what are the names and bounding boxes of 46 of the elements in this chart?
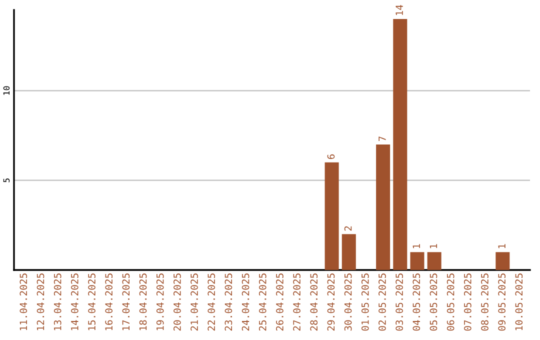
x-tick-label: 30.04.2025: [344, 274, 352, 331]
x-tick-label: 09.05.2025: [498, 274, 506, 331]
x-tick-label: 19.04.2025: [156, 274, 164, 330]
x-tick-label: 14.04.2025: [71, 274, 78, 330]
x-tick-label: 05.05.2025: [430, 274, 438, 331]
x-tick-label: 22.04.2025: [208, 274, 216, 331]
bar: [496, 252, 510, 270]
x-tick-label: 11.04.2025: [20, 274, 28, 330]
x-tick-label: 07.05.2025: [464, 274, 472, 331]
x-tick-label: 15.04.2025: [88, 274, 96, 330]
bar: [427, 252, 442, 270]
x-tick-label: 01.05.2025: [361, 274, 369, 331]
y-tick-label: 5: [3, 178, 10, 182]
x-tick-label: 18.04.2025: [139, 274, 147, 330]
x-tick-label: 25.04.2025: [258, 274, 266, 331]
bar: [376, 144, 390, 270]
x-tick-label: 08.05.2025: [481, 274, 488, 331]
data-label: 1: [498, 244, 506, 248]
x-tick-label: 28.04.2025: [310, 274, 318, 331]
x-tick-label: 23.04.2025: [224, 274, 232, 331]
x-tick-label: 24.04.2025: [242, 274, 250, 331]
x-tick-label: 29.04.2025: [327, 274, 335, 331]
x-tick-label: 27.04.2025: [293, 274, 300, 331]
x-tick-label: 17.04.2025: [122, 274, 130, 330]
data-label: 14: [396, 4, 403, 16]
data-label: 7: [378, 136, 386, 142]
data-label: 2: [344, 226, 352, 231]
data-label: 6: [327, 154, 335, 160]
y-tick-label: 10: [3, 86, 10, 95]
data-label: 1: [412, 244, 420, 248]
x-tick-label: 12.04.2025: [36, 274, 44, 330]
bar: [393, 18, 408, 270]
x-tick-label: 02.05.2025: [378, 274, 386, 331]
x-tick-label: 10.05.2025: [515, 274, 523, 330]
x-tick-label: 04.05.2025: [412, 274, 420, 331]
x-tick-label: 21.04.2025: [190, 274, 198, 331]
x-tick-label: 26.04.2025: [276, 274, 284, 331]
x-tick-label: 20.04.2025: [174, 274, 181, 331]
x-tick-label: 03.05.2025: [396, 274, 403, 331]
x-tick-label: 16.04.2025: [105, 274, 113, 330]
bar: [324, 162, 339, 270]
bar: [342, 234, 356, 270]
x-tick-label: 13.04.2025: [54, 274, 62, 330]
bar: [410, 252, 424, 270]
x-tick-label: 06.05.2025: [446, 274, 454, 331]
data-label: 1: [430, 244, 438, 248]
